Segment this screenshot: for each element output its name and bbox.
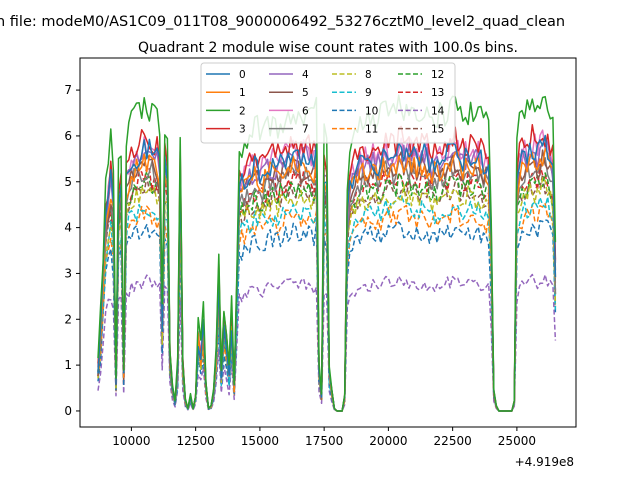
y-tick-label: 5 — [64, 175, 72, 189]
x-tick-label: 15000 — [241, 434, 279, 448]
x-tick-label: 22500 — [434, 434, 472, 448]
y-tick-label: 2 — [64, 312, 72, 326]
legend-label-15: 15 — [431, 124, 444, 136]
x-tick-label: 20000 — [369, 434, 407, 448]
legend-label-9: 9 — [365, 87, 372, 99]
legend-label-11: 11 — [365, 124, 378, 136]
legend-label-14: 14 — [431, 105, 445, 117]
chart-title: Quadrant 2 module wise count rates with … — [138, 40, 518, 56]
x-tick-label: 17500 — [305, 434, 343, 448]
series-lines — [97, 94, 557, 412]
plot-frame — [79, 57, 577, 428]
legend-label-12: 12 — [431, 69, 444, 81]
series-line-14 — [97, 273, 557, 412]
x-tick-label: 12500 — [177, 434, 215, 448]
legend-label-10: 10 — [365, 105, 378, 117]
legend-box — [200, 62, 456, 144]
x-axis: 10000 12500 15000 17500 20000 22500 25000 — [112, 427, 536, 448]
y-tick-label: 3 — [64, 266, 72, 280]
legend-label-1: 1 — [239, 87, 246, 99]
legend-label-13: 13 — [431, 87, 444, 99]
legend-label-8: 8 — [365, 69, 372, 81]
legend-label-0: 0 — [239, 69, 246, 81]
y-tick-label: 1 — [64, 358, 72, 372]
legend-label-4: 4 — [302, 69, 309, 81]
legend-label-5: 5 — [302, 87, 309, 99]
y-tick-label: 0 — [64, 404, 72, 418]
y-tick-label: 7 — [64, 83, 72, 97]
x-offset-label: +4.919e8 — [515, 455, 574, 469]
y-tick-label: 4 — [64, 221, 72, 235]
x-tick-label: 25000 — [498, 434, 536, 448]
legend-label-3: 3 — [239, 124, 246, 136]
legend-label-2: 2 — [239, 105, 246, 117]
chart-suptitle: n file: modeM0/AS1C09_011T08_9000006492_… — [0, 14, 565, 30]
x-tick-label: 10000 — [112, 434, 150, 448]
legend-label-7: 7 — [302, 124, 309, 136]
y-tick-label: 6 — [64, 129, 72, 143]
y-axis: 0 1 2 3 4 5 6 7 — [64, 83, 80, 418]
series-line-13 — [97, 163, 557, 412]
legend-label-6: 6 — [302, 105, 309, 117]
